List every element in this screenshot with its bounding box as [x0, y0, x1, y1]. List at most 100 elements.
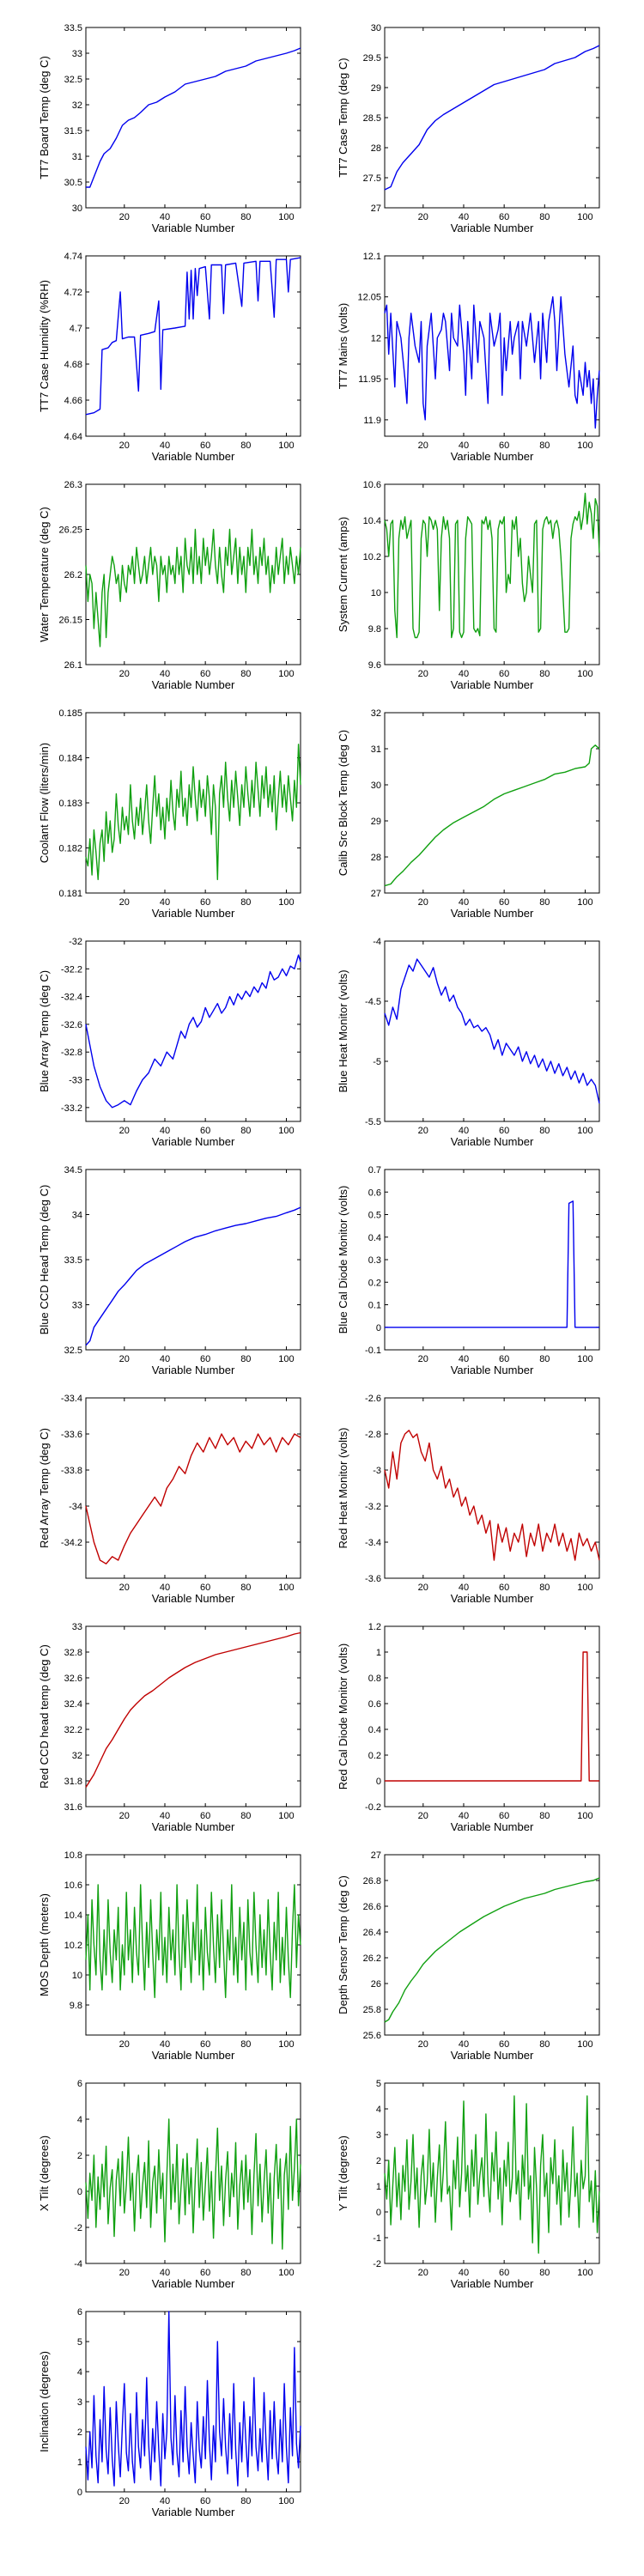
y-tick-label: 0.4	[368, 1233, 381, 1243]
x-tick-label: 80	[240, 1583, 251, 1593]
x-tick-label: 40	[459, 440, 469, 451]
y-tick-label: 26	[371, 1979, 381, 1990]
y-tick-label: 30.5	[64, 178, 82, 188]
x-axis-label: Variable Number	[152, 1364, 235, 1376]
y-tick-label: 27	[371, 889, 381, 899]
chart-panel: 20 40 60 80 100 27 27.5 28 28.5 29 29.5 30 Variable …	[337, 23, 600, 234]
y-axis-label: Red Cal Diode Monitor (volts)	[337, 1643, 349, 1790]
x-tick-label: 20	[119, 1811, 130, 1821]
x-tick-label: 100	[577, 440, 592, 451]
y-axis-label: Depth Sensor Temp (deg C)	[337, 1875, 349, 2014]
y-tick-label: 10.6	[363, 480, 381, 490]
x-tick-label: 100	[278, 669, 294, 679]
data-series-line	[85, 744, 301, 880]
x-axis-label: Variable Number	[152, 222, 235, 234]
x-tick-label: 20	[119, 669, 130, 679]
data-series-line	[384, 2095, 600, 2254]
y-tick-label: 0.181	[58, 889, 82, 899]
x-tick-label: 80	[539, 1811, 550, 1821]
y-tick-label: 0.6	[368, 1188, 381, 1198]
data-series-line	[384, 492, 600, 639]
y-axis-label: Inclination (degrees)	[38, 2351, 51, 2452]
plot-frame	[384, 940, 600, 1122]
y-tick-label: 4.66	[64, 396, 82, 406]
data-series-line	[85, 2311, 301, 2487]
plot-frame	[384, 255, 600, 437]
y-tick-label: 31	[72, 152, 82, 162]
y-tick-label: 31	[371, 744, 381, 755]
x-tick-label: 80	[240, 669, 251, 679]
y-tick-label: 28	[371, 853, 381, 863]
data-series-line	[384, 958, 600, 1104]
y-tick-label: 0.3	[368, 1255, 381, 1266]
y-tick-label: -3.2	[365, 1502, 381, 1512]
data-series-line	[384, 296, 600, 429]
y-tick-label: 4.7	[70, 324, 82, 334]
y-tick-label: 32.5	[64, 75, 82, 85]
x-tick-label: 80	[539, 212, 550, 222]
x-tick-label: 20	[119, 1583, 130, 1593]
x-tick-label: 80	[240, 440, 251, 451]
y-tick-label: 33.5	[64, 23, 82, 33]
y-tick-label: 33	[72, 1301, 82, 1311]
x-axis-label: Variable Number	[451, 1592, 534, 1605]
data-series-line	[384, 45, 600, 191]
x-tick-label: 100	[278, 2496, 294, 2506]
x-tick-label: 60	[200, 440, 210, 451]
y-tick-label: 30	[371, 23, 381, 33]
y-tick-label: 10.8	[64, 1850, 82, 1861]
y-tick-label: 0.185	[58, 708, 82, 719]
y-tick-label: 0.4	[368, 1725, 381, 1735]
y-tick-label: -32.4	[61, 993, 82, 1003]
x-tick-label: 20	[418, 1354, 428, 1364]
x-axis-label: Variable Number	[152, 2049, 235, 2062]
y-tick-label: 6	[77, 2307, 82, 2318]
y-tick-label: 3	[77, 2397, 82, 2408]
x-tick-label: 60	[499, 1354, 509, 1364]
x-tick-label: 80	[240, 2496, 251, 2506]
y-tick-label: 32.4	[64, 1699, 82, 1710]
x-tick-label: 80	[240, 2039, 251, 2050]
chart-panel: 20 40 60 80 100 11.9 11.95 12 12.05 12.1 Variable …	[337, 252, 600, 463]
y-tick-label: 4	[77, 2367, 82, 2378]
x-tick-label: 100	[278, 2039, 294, 2050]
x-tick-label: 60	[499, 1583, 509, 1593]
y-tick-label: 9.6	[368, 660, 381, 671]
y-tick-label: 11.95	[358, 374, 381, 385]
y-axis-label: Red Heat Monitor (volts)	[337, 1428, 349, 1549]
chart-panel: 20 40 60 80 100 -4 -2 0 2 4 6 Variable Number X Tilt…	[38, 2079, 301, 2290]
y-tick-label: 11.9	[363, 416, 381, 426]
y-tick-label: -3.6	[365, 1574, 381, 1584]
x-tick-label: 60	[200, 1583, 210, 1593]
y-tick-label: 10	[371, 588, 381, 598]
y-tick-label: 4.64	[64, 432, 82, 442]
y-tick-label: 1.2	[368, 1622, 381, 1632]
x-axis-label: Variable Number	[451, 1364, 534, 1376]
data-series-line	[86, 47, 301, 188]
x-tick-label: 40	[459, 2039, 469, 2050]
x-tick-label: 80	[539, 440, 550, 451]
x-tick-label: 60	[200, 1126, 210, 1136]
data-series-line	[385, 1200, 599, 1328]
y-tick-label: 27.5	[363, 173, 381, 184]
y-tick-label: 26.15	[58, 616, 82, 626]
chart-panel: 20 40 60 80 100 -34.2 -34 -33.8 -33.6 -33.4 Variab…	[38, 1394, 301, 1605]
data-series-line	[85, 2118, 301, 2250]
y-tick-label: -5	[373, 1057, 381, 1067]
y-tick-label: 10.2	[363, 552, 381, 562]
y-tick-label: -33.4	[61, 1394, 82, 1404]
y-tick-label: 10	[72, 1971, 82, 1981]
y-axis-label: TT7 Board Temp (deg C)	[38, 56, 51, 179]
x-tick-label: 20	[418, 2039, 428, 2050]
x-tick-label: 20	[418, 212, 428, 222]
x-tick-label: 100	[577, 2039, 592, 2050]
y-tick-label: 26.8	[363, 1876, 381, 1886]
x-tick-label: 100	[577, 212, 592, 222]
y-tick-label: 0.7	[368, 1165, 381, 1176]
chart-panel: 20 40 60 80 100 -5.5 -5 -4.5 -4 Variable Number Bl…	[337, 937, 600, 1148]
y-tick-label: 26.3	[64, 480, 82, 490]
y-tick-label: 0.182	[58, 844, 82, 854]
x-axis-label: Variable Number	[152, 1592, 235, 1605]
plot-frame	[85, 27, 301, 209]
x-tick-label: 60	[499, 897, 509, 908]
